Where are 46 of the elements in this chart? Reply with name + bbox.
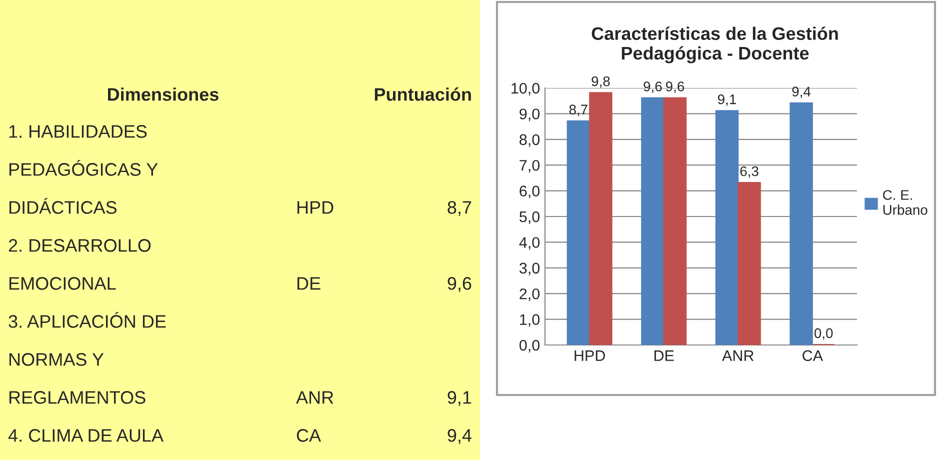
category-label: CA: [296, 429, 322, 442]
y-tick-label: 6,0: [520, 186, 540, 198]
category-label: 3. APLICACIÓN DE NORMAS Y REGLAMENTOS: [8, 312, 166, 404]
text: Puntuación: [374, 87, 471, 101]
y-tick-label: 2,0: [520, 288, 540, 302]
bar: [663, 97, 687, 345]
y-tick-label: 10,0: [512, 82, 540, 96]
text: Dimensiones: [108, 88, 218, 101]
data-label: 8,7: [569, 104, 588, 116]
x-tick-label: CA: [802, 350, 824, 362]
y-tick-label: 4,0: [519, 237, 540, 250]
y-tick-label: 0,0: [520, 340, 540, 352]
bar: [738, 182, 761, 345]
x-tick-label: HPD: [574, 350, 605, 361]
bar: [566, 120, 590, 345]
y-tick-label: 3,0: [519, 262, 540, 276]
text: 9,1: [448, 391, 472, 406]
category-label: 1. HABILIDADES PEDAGÓGICAS Y DIDÁCTICAS: [9, 125, 158, 214]
chart-title: Características de la Gestión Pedagógica - Docente: [592, 26, 838, 64]
text: 8,7: [448, 201, 472, 216]
legend-label: C. E. Urbano: [883, 190, 928, 215]
y-tick-label: 8,0: [520, 134, 540, 147]
text: 9,4: [448, 429, 472, 444]
y-tick-label: 5,0: [520, 211, 540, 224]
data-label: 9,8: [592, 76, 610, 88]
data-label: 6,3: [740, 166, 758, 178]
data-label: 9,4: [792, 86, 811, 98]
y-tick-label: 9,0: [520, 108, 540, 122]
data-label: 0,0: [814, 328, 833, 340]
category-label: DE: [297, 277, 320, 290]
category-label: ANR: [296, 391, 334, 404]
x-tick-label: DE: [654, 350, 674, 361]
category-label: 4. CLIMA DE AULA: [8, 429, 164, 442]
category-label: HPD: [297, 201, 334, 214]
data-label: 9,6: [644, 82, 662, 94]
bar: [790, 102, 813, 345]
y-tick-label: 1,0: [520, 314, 540, 327]
category-label: 2. DESARROLLO EMOCIONAL: [8, 239, 151, 290]
y-tick-label: 7,0: [520, 160, 540, 173]
data-label: 9,1: [718, 94, 736, 106]
bar: [589, 92, 612, 345]
data-label: 9,6: [666, 82, 684, 94]
x-tick-label: ANR: [722, 350, 754, 361]
bar: [641, 97, 664, 345]
bar: [715, 110, 739, 345]
text: 9,6: [448, 277, 472, 292]
